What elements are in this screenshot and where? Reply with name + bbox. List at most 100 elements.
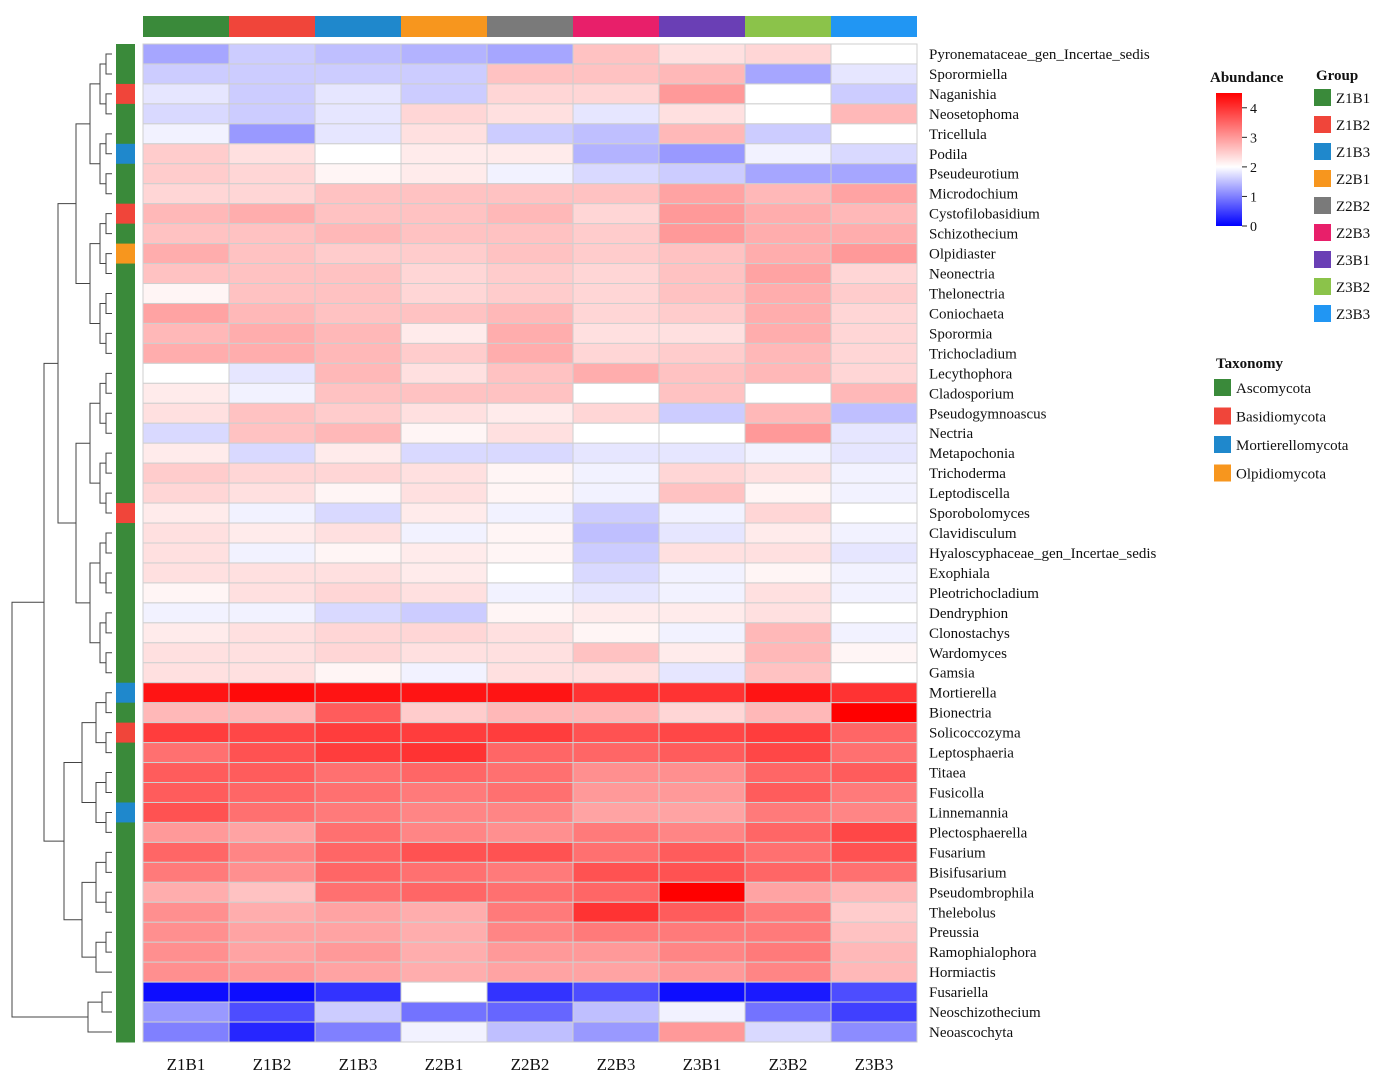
heatmap-cell <box>228 722 316 744</box>
heatmap-cell <box>400 402 488 424</box>
dendrogram-branch <box>105 452 112 474</box>
heatmap-cell <box>658 901 746 923</box>
heatmap-cell <box>400 801 488 823</box>
heatmap-cell <box>400 83 488 105</box>
dendrogram-branch <box>105 851 112 873</box>
taxonomy-color-cell <box>116 662 135 684</box>
heatmap-cell <box>744 821 832 843</box>
heatmap-cell <box>314 1001 402 1023</box>
dendrogram-branch <box>105 891 112 913</box>
heatmap-cell <box>400 941 488 963</box>
row-label: Thelonectria <box>929 287 1005 303</box>
heatmap-cell <box>572 742 660 764</box>
dendrogram-branch <box>105 652 112 674</box>
heatmap-cell <box>228 1021 316 1043</box>
heatmap-cell <box>314 302 402 324</box>
heatmap-cell <box>486 502 574 524</box>
row-label: Podila <box>929 147 968 163</box>
taxonomy-legend-swatch <box>1214 379 1231 396</box>
heatmap-cell <box>658 163 746 185</box>
heatmap-cell <box>400 582 488 604</box>
group-color-cell <box>401 16 487 37</box>
dendrogram-branch <box>105 173 112 195</box>
heatmap-cell <box>142 422 230 444</box>
heatmap-cell <box>142 941 230 963</box>
taxonomy-color-cell <box>116 443 135 464</box>
heatmap-cell <box>142 243 230 265</box>
heatmap-cell <box>830 582 918 604</box>
heatmap-cell <box>744 1001 832 1023</box>
heatmap-cell <box>228 542 316 564</box>
dendrogram-branch <box>75 442 90 604</box>
heatmap-cell <box>572 502 660 524</box>
heatmap-cell <box>658 342 746 364</box>
heatmap-cell <box>830 921 918 943</box>
row-label: Exophiala <box>929 566 990 582</box>
heatmap-cell <box>572 861 660 883</box>
heatmap-cell <box>486 163 574 185</box>
column-label: Z2B1 <box>425 1055 464 1074</box>
heatmap-cell <box>486 462 574 484</box>
group-legend-swatch <box>1314 278 1331 295</box>
heatmap-cell <box>744 123 832 145</box>
heatmap-cell <box>572 562 660 584</box>
heatmap-cell <box>142 302 230 324</box>
heatmap-cell <box>572 722 660 744</box>
heatmap-cell <box>400 562 488 584</box>
row-label: Leptosphaeria <box>929 746 1014 762</box>
heatmap-cell <box>572 622 660 644</box>
heatmap-cell <box>486 901 574 923</box>
heatmap-cell <box>486 702 574 724</box>
dendrogram-branch <box>75 123 90 285</box>
group-color-cell <box>315 16 401 37</box>
heatmap-cell <box>228 1001 316 1023</box>
dendrogram-branch <box>95 861 106 903</box>
heatmap-cell <box>744 322 832 344</box>
taxonomy-color-cell <box>116 722 135 744</box>
heatmap-cell <box>142 143 230 165</box>
group-annotation-bar <box>143 16 917 37</box>
heatmap-cell <box>400 981 488 1003</box>
row-label: Gamsia <box>929 666 975 682</box>
heatmap-cell <box>486 921 574 943</box>
heatmap-cell <box>658 462 746 484</box>
taxonomy-color-cell <box>116 882 135 903</box>
taxonomy-annotation-bar <box>116 44 135 1043</box>
heatmap-cell <box>744 602 832 624</box>
heatmap-cell <box>744 43 832 65</box>
heatmap-cell <box>658 722 746 744</box>
heatmap-cell <box>830 203 918 225</box>
dendrogram-branch <box>95 941 112 973</box>
row-label: Hormiactis <box>929 965 996 981</box>
heatmap-cell <box>830 1021 918 1043</box>
heatmap-cell <box>658 243 746 265</box>
heatmap-cell <box>830 322 918 344</box>
taxonomy-color-cell <box>116 602 135 624</box>
heatmap-cell <box>658 602 746 624</box>
heatmap-cell <box>142 123 230 145</box>
heatmap-cell <box>830 841 918 863</box>
heatmap-cell <box>830 881 918 903</box>
heatmap-cell <box>658 263 746 285</box>
heatmap-cell <box>830 622 918 644</box>
row-label: Schizothecium <box>929 227 1018 243</box>
heatmap-cell <box>314 502 402 524</box>
heatmap-cell <box>830 981 918 1003</box>
row-label: Coniochaeta <box>929 306 1004 322</box>
heatmap-cell <box>486 582 574 604</box>
heatmap-cell <box>658 662 746 684</box>
group-legend-swatch <box>1314 305 1331 322</box>
heatmap-cell <box>228 702 316 724</box>
heatmap-cell <box>228 961 316 983</box>
row-label: Bisifusarium <box>929 865 1007 881</box>
heatmap-cell <box>400 322 488 344</box>
heatmap-cell <box>400 542 488 564</box>
heatmap-cell <box>314 263 402 285</box>
heatmap-cell <box>830 223 918 245</box>
taxonomy-color-cell <box>116 483 135 504</box>
heatmap-cell <box>658 821 746 843</box>
heatmap-cell <box>486 123 574 145</box>
group-legend-label: Z1B2 <box>1336 118 1370 134</box>
heatmap-cell <box>658 103 746 125</box>
heatmap-cell <box>142 722 230 744</box>
